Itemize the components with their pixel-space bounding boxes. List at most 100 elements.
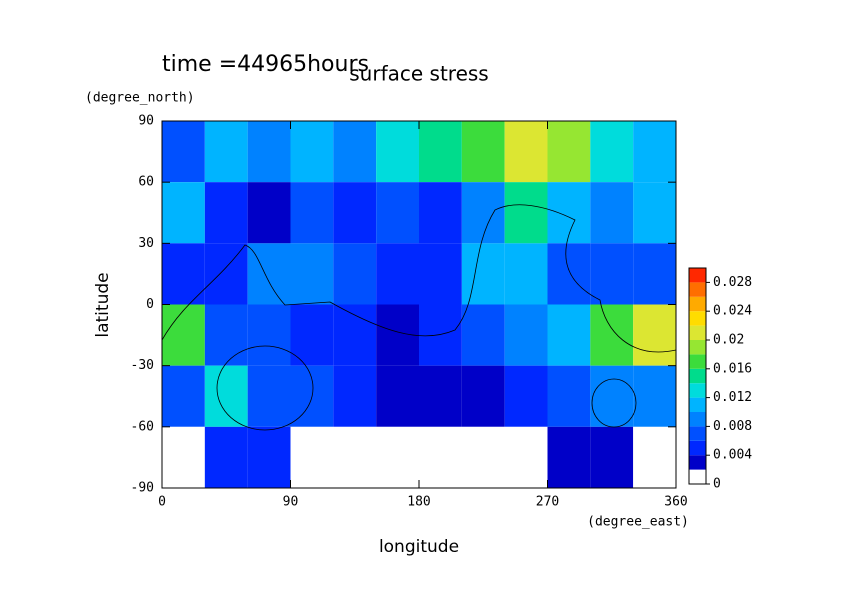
field-cell [376, 365, 419, 427]
y-tick-label: 0 [146, 297, 154, 312]
y-tick-label: 30 [138, 236, 154, 251]
field-cell [290, 304, 334, 366]
field-cell [633, 243, 676, 305]
y-tick-label: 60 [138, 175, 154, 190]
y-unit: (degree_north) [85, 91, 195, 106]
x-unit: (degree_east) [587, 515, 689, 530]
field-cell [333, 304, 377, 366]
field-cell [333, 243, 377, 305]
field-cell [204, 243, 248, 305]
field-cell [247, 304, 291, 366]
field-cell [633, 365, 676, 427]
colorbar-swatch [689, 311, 706, 326]
field-cell [633, 426, 676, 488]
x-tick-label: 180 [407, 495, 430, 510]
field-cell [376, 121, 419, 183]
x-tick-label: 270 [536, 495, 559, 510]
field-cell [333, 426, 377, 488]
field-cell [162, 365, 205, 427]
x-tick-label: 0 [158, 495, 166, 510]
colorbar-frame [688, 267, 707, 485]
field-cell [547, 243, 591, 305]
field-cell [504, 243, 548, 305]
field-cell [633, 304, 676, 366]
field-cell [590, 243, 634, 305]
field-cell [290, 426, 334, 488]
field-cell [461, 304, 505, 366]
colorbar-swatch [689, 397, 706, 412]
field-cell [419, 121, 462, 183]
colorbar-tick-label: 0.016 [713, 361, 752, 376]
field-cell [247, 182, 291, 244]
field-cell [633, 182, 676, 244]
colorbar-tick-label: 0.024 [713, 304, 752, 319]
colorbar-tick-label: 0.028 [713, 275, 752, 290]
colorbar-tick-label: 0.02 [713, 333, 744, 348]
field-cell [376, 426, 419, 488]
coastlines [161, 204, 677, 431]
field-cell [204, 365, 248, 427]
field-cell [504, 426, 548, 488]
colorbar-swatch [689, 325, 706, 340]
field-cell [590, 182, 634, 244]
colorbar-swatch [689, 368, 706, 384]
field-cell [162, 121, 205, 183]
field-cell [547, 121, 591, 183]
x-tick-label: 360 [664, 495, 687, 510]
field-cell [247, 365, 291, 427]
colorbar-swatch [689, 282, 706, 297]
field-cell [376, 182, 419, 244]
y-tick-label: -30 [131, 358, 154, 373]
y-axis-label: latitude [93, 272, 113, 337]
field-cell [590, 365, 634, 427]
chart-title: surface stress [349, 62, 488, 86]
y-tick-label: -60 [131, 419, 154, 434]
field-cell [504, 304, 548, 366]
colorbar-tick-label: 0 [713, 477, 721, 492]
field-cell [290, 182, 334, 244]
field-cell [419, 182, 462, 244]
y-tick-label: 90 [138, 114, 154, 129]
basin-outline [591, 378, 637, 428]
field-cell [333, 365, 377, 427]
field-cell [162, 304, 205, 366]
field-cell [204, 426, 248, 488]
basin-outline [216, 345, 314, 431]
y-tick-label: -90 [131, 481, 154, 496]
field-cell [504, 121, 548, 183]
field-cell [290, 121, 334, 183]
field-cell [547, 426, 591, 488]
field-cell [461, 365, 505, 427]
colorbar-swatch [689, 469, 706, 484]
dichotomy-line [161, 204, 677, 353]
field-cell [204, 182, 248, 244]
colorbar-swatch [689, 383, 706, 398]
colorbar-tick-label: 0.012 [713, 390, 752, 405]
field-cell [247, 121, 291, 183]
field-cell [590, 121, 634, 183]
field-cell [162, 426, 205, 488]
colorbar-swatch [689, 354, 706, 369]
field-cell [290, 243, 334, 305]
x-tick-label: 90 [283, 495, 299, 510]
field-cell [204, 304, 248, 366]
colorbar-tick-label: 0.004 [713, 448, 752, 463]
field-cell [633, 121, 676, 183]
colorbar-tick-label: 0.008 [713, 419, 752, 434]
field-cell [504, 365, 548, 427]
colorbar-swatch [689, 340, 706, 355]
field-cell [419, 365, 462, 427]
colorbar-swatch [689, 426, 706, 441]
field-cell [461, 243, 505, 305]
colorbar-swatch [689, 440, 706, 456]
colorbar-swatch [689, 412, 706, 427]
field-cell [419, 426, 462, 488]
field-cell [162, 182, 205, 244]
field-cell [504, 182, 548, 244]
field-cell [162, 243, 205, 305]
field-cell [461, 121, 505, 183]
field-cell [461, 182, 505, 244]
x-axis-label: longitude [379, 537, 459, 557]
plot-frame [161, 120, 677, 489]
